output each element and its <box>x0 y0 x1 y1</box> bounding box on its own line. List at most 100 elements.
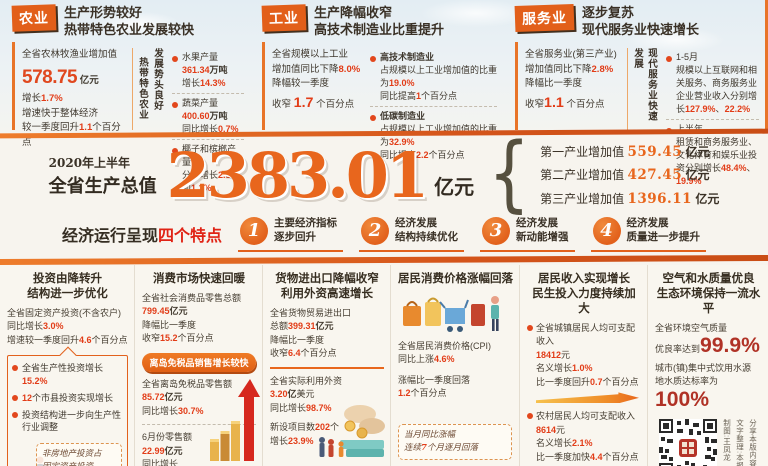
panel-title: 居民收入实现增长 民生投入力度持续加大 <box>527 272 641 317</box>
industry-stat-narrowing: 降幅较一季度 收窄 1.7 个百分点 <box>272 78 355 111</box>
gdp-item-label: 第一产业增加值 <box>540 144 625 159</box>
features-lead-text: 经济运行呈现 <box>61 228 158 245</box>
panel-title-line2: 结构进一步优化 <box>27 287 108 300</box>
panel-cpi: 居民消费价格涨幅回落 全省居民消费价格(CPI) 同比上涨4.6% 涨幅比一季度回… <box>391 265 520 466</box>
gdp-title: 全省生产总值 <box>48 176 157 196</box>
features-band: 经济运行呈现四个特点 1 主要经济指标 逐步回升 2 经济发展 结构持续优化 3… <box>0 213 768 255</box>
gdp-item-value: 427.45 <box>627 167 683 184</box>
agriculture-stats: 全省农林牧渔业增加值 578.75 亿元 增长1.7% 增速快于整体经济 较一季度回升… <box>22 48 126 148</box>
features-lead: 经济运行呈现四个特点 <box>62 222 222 246</box>
feature-label-line1: 经济发展 <box>395 216 438 229</box>
feature-label-line2: 逐步回升 <box>274 230 317 243</box>
orange-arrow-bar <box>536 392 639 404</box>
panel-title-line2: 利用外资高速增长 <box>281 287 373 300</box>
cpi-fall-stat: 涨幅比一季度回落 1.2个百分点 <box>398 374 471 399</box>
dashed-divider <box>142 424 256 426</box>
list-item: 蔬菜产量400.60万吨 同比增长0.7% <box>172 92 244 139</box>
agriculture-body: 全省农林牧渔业增加值 578.75 亿元 增长1.7% 增速快于整体经济 较一季度回升… <box>12 41 244 193</box>
agriculture-title: 生产形势较好 热带特色农业发展较快 <box>64 5 194 39</box>
agriculture-stat-value: 全省农林牧渔业增加值 578.75 亿元 <box>22 48 118 88</box>
feature-number-badge: 1 <box>240 216 269 245</box>
feature-label-line2: 质量进一步提升 <box>626 230 701 243</box>
panel-income: 居民收入实现增长 民生投入力度持续加大 全省城镇居民人均可支配收入 18412元名… <box>520 265 648 466</box>
panel-title: 居民消费价格涨幅回落 <box>398 272 513 287</box>
list-item: 12个市县投资实现增长 <box>12 392 123 409</box>
brace-glyph: { <box>488 125 531 222</box>
air-quality-stat: 全省环境空气质量 优良率达到99.9% <box>655 322 760 358</box>
services-stat-decline: 全省服务业(第三产业) 增加值同比下降2.8% <box>525 48 617 75</box>
feature-number-badge: 4 <box>592 216 621 245</box>
feature-item-4: 4 经济发展 质量进一步提升 <box>590 216 707 252</box>
industry-header: 工业 生产降幅收窄 高技术制造业比重提升 <box>261 4 497 39</box>
vertical-label: 现代服务业快速发展 <box>632 47 657 122</box>
services-bullet-list: 1-5月 规模以上互联网和相关服务、商务服务业企业营业收入分别增长127.9%、2… <box>666 48 759 186</box>
services-badge: 服务业 <box>514 3 575 33</box>
gdp-item-primary: 第一产业增加值 559.45 亿元 <box>540 141 719 165</box>
panel-title-line1: 货物进出口降幅收窄 <box>275 273 379 285</box>
gdp-value: 2383.01 <box>166 139 429 212</box>
investment-highlight-box: 全省生产性投资增长15.2% 12个市县投资实现增长 投资结构进一步向生产性行业… <box>7 346 128 466</box>
gdp-item-unit: 亿元 <box>685 168 710 183</box>
retail-total-stat: 全省社会消费品零售总额 799.45亿元 降幅比一季度 收窄15.2个百分点 <box>142 292 242 344</box>
panel-title-line2: 民生投入力度持续加大 <box>532 287 636 315</box>
agriculture-title-line1: 生产形势较好 <box>64 5 143 20</box>
agriculture-bullet-list: 水果产量361.34万吨 增长14.3% 蔬菜产量400.60万吨 同比增长0.7%… <box>172 48 244 193</box>
gdp-item-label: 第二产业增加值 <box>540 168 625 183</box>
duty-free-badge: 离岛免税品销售增长较快 <box>142 352 256 372</box>
services-body: 全省服务业(第三产业) 增加值同比下降2.8% 降幅比一季度 收窄1.1 个百分点 … <box>515 41 759 186</box>
hand-coins-illustration <box>319 405 385 457</box>
panel-title: 投资由降转升 结构进一步优化 <box>7 272 128 302</box>
list-item: 投资结构进一步向生产性行业调整 <box>12 409 123 438</box>
cpi-rise-stat: 全省居民消费价格(CPI) 同比上涨4.6% <box>398 340 491 365</box>
feature-label-line2: 新动能增强 <box>516 230 569 243</box>
list-item: 低碳制造业 占规模以上工业增加值的比重为32.9% 同比提高2.2个百分点 <box>370 105 497 165</box>
feature-label: 经济发展 结构持续优化 <box>395 217 458 244</box>
qr-code <box>658 418 717 466</box>
industry-bullet-list: 高技术制造业 占规模以上工业增加值的比重为19.0% 同比提高1个百分点 低碳制造业… <box>370 48 497 160</box>
section-industry: 工业 生产降幅收窄 高技术制造业比重提升 全省规模以上工业 增加值同比下降8.0%… <box>250 0 503 160</box>
gdp-label-block: 2020年上半年 全省生产总值 <box>49 154 157 198</box>
investment-bullet-list: 全省生产性投资增长15.2% 12个市县投资实现增长 投资结构进一步向生产性行业… <box>12 362 123 438</box>
industry-title-line2: 高技术制造业比重提升 <box>314 21 445 37</box>
duty-free-stat: 全省离岛免税品零售额 85.72亿元 同比增长30.7% <box>142 378 233 416</box>
services-stats: 全省服务业(第三产业) 增加值同比下降2.8% 降幅比一季度 收窄1.1 个百分点 <box>525 48 621 130</box>
feature-number-badge: 2 <box>361 216 390 245</box>
vertical-label-1: 热带特色农业 <box>137 56 148 120</box>
list-item: 全省生产性投资增长15.2% <box>12 362 123 391</box>
shopping-illustration <box>402 295 499 332</box>
industry-title-line1: 生产降幅收窄 <box>314 5 393 20</box>
orange-divider <box>270 366 384 369</box>
agriculture-vertical-label: 热带特色农业 发展势头良好 <box>132 47 166 130</box>
feature-label-line2: 结构持续优化 <box>395 230 459 243</box>
gdp-item-tertiary: 第三产业增加值 1396.11 亿元 <box>540 188 719 212</box>
feature-number-badge: 3 <box>482 216 511 245</box>
gdp-item-unit: 亿元 <box>685 144 710 159</box>
industry-stats: 全省规模以上工业 增加值同比下降8.0% 降幅较一季度 收窄 1.7 个百分点 <box>272 48 364 130</box>
top-section: 农业 生产形势较好 热带特色农业发展较快 全省农林牧渔业增加值 578.75 亿元… <box>0 0 768 193</box>
divider-ribbon-bottom <box>0 254 768 266</box>
agriculture-stat-growth: 增长1.7% 增速快于整体经济 较一季度回升1.1个百分点 <box>22 92 121 149</box>
panel-title-line1: 消费市场快速回暖 <box>153 273 245 285</box>
industry-body: 全省规模以上工业 增加值同比下降8.0% 降幅较一季度 收窄 1.7 个百分点 高技… <box>262 41 497 160</box>
panel-title-line1: 居民消费价格涨幅回落 <box>398 273 513 285</box>
rural-income-stat: 农村居民人均可支配收入 8614元 名义增长2.1% 比一季度加快4.4个百分点 <box>527 410 641 464</box>
panel-investment: 投资由降转升 结构进一步优化 全省固定资产投资(不含农户) 同比增长3.0% 增速较… <box>0 265 135 466</box>
panel-title: 消费市场快速回暖 <box>142 272 256 287</box>
section-services: 服务业 逐步复苏 现代服务业快速增长 全省服务业(第三产业) 增加值同比下降2.8… <box>503 0 768 186</box>
growth-arrow-illustration <box>210 379 260 461</box>
list-item: 1-5月 规模以上互联网和相关服务、商务服务业企业营业收入分别增长127.9%、2… <box>666 48 759 119</box>
credits-block: 制图:王凤龙 文字整理:本报记者 陈雪怡 分享本版内容请扫二维码 <box>722 419 759 466</box>
panel-title: 空气和水质量优良 生态环境保持一流水平 <box>655 272 762 317</box>
gdp-unit: 亿元 <box>434 177 475 199</box>
qr-credit-row: 制图:王凤龙 文字整理:本报记者 陈雪怡 分享本版内容请扫二维码 <box>655 418 762 466</box>
feature-label-line1: 经济发展 <box>626 216 669 229</box>
feature-label: 经济发展 质量进一步提升 <box>627 217 701 244</box>
feature-item-2: 2 经济发展 结构持续优化 <box>359 216 465 252</box>
panel-title-line1: 居民收入实现增长 <box>538 273 630 285</box>
panel-title: 货物进出口降幅收窄 利用外资高速增长 <box>270 272 384 302</box>
credit-line: 分享本版内容请扫二维码 <box>748 418 758 466</box>
gdp-band: 2020年上半年 全省生产总值 2383.01 亿元 { 第一产业增加值 559… <box>0 132 768 215</box>
gdp-item-value: 1396.11 <box>627 190 692 207</box>
